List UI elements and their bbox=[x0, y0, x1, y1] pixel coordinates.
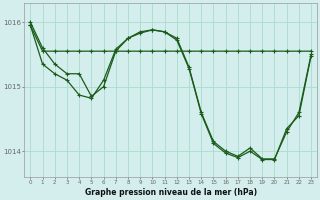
X-axis label: Graphe pression niveau de la mer (hPa): Graphe pression niveau de la mer (hPa) bbox=[85, 188, 257, 197]
